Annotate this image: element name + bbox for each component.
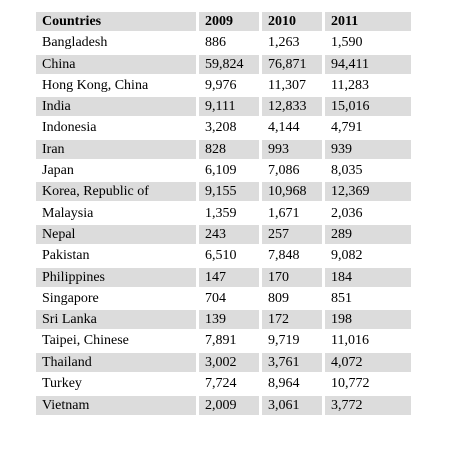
table-row: China 59,824 76,871 94,411: [36, 54, 411, 74]
value-2009-cell: 1,359: [205, 205, 237, 221]
value-2009-cell: 704: [205, 290, 226, 306]
country-cell: India: [36, 97, 196, 117]
value-2009-cell: 3,002: [199, 352, 259, 372]
value-2009-cell: 7,891: [205, 333, 237, 349]
value-2010-cell: 4,144: [268, 120, 300, 136]
header-2009: 2009: [199, 12, 259, 31]
value-2010-cell: 12,833: [262, 97, 322, 117]
country-cell: Bangladesh: [42, 35, 108, 51]
value-2009-cell: 9,111: [199, 97, 259, 117]
country-cell: Iran: [36, 139, 196, 159]
value-2010-cell: 8,964: [268, 376, 300, 392]
value-2010-cell: 257: [262, 224, 322, 244]
country-cell: Sri Lanka: [36, 310, 196, 330]
value-2010-cell: 10,968: [262, 182, 322, 202]
country-cell: Taipei, Chinese: [42, 333, 129, 349]
value-2010-cell: 9,719: [268, 333, 300, 349]
value-2011-cell: 8,035: [331, 163, 363, 179]
value-2010-cell: 7,086: [268, 163, 300, 179]
value-2009-cell: 9,155: [199, 182, 259, 202]
value-2011-cell: 198: [325, 310, 411, 330]
table-row: Bangladesh 886 1,263 1,590: [36, 33, 411, 52]
table-row: Sri Lanka 139 172 198: [36, 310, 411, 330]
country-cell: Korea, Republic of: [36, 182, 196, 202]
table-row: India 9,111 12,833 15,016: [36, 97, 411, 117]
country-cell: Japan: [42, 163, 74, 179]
value-2009-cell: 886: [205, 35, 226, 51]
value-2009-cell: 59,824: [199, 54, 259, 74]
table-row: Nepal 243 257 289: [36, 224, 411, 244]
value-2009-cell: 243: [199, 224, 259, 244]
value-2011-cell: 851: [331, 290, 352, 306]
table-row: Japan 6,109 7,086 8,035: [36, 161, 411, 180]
table-row: Thailand 3,002 3,761 4,072: [36, 352, 411, 372]
value-2009-cell: 7,724: [205, 376, 237, 392]
value-2010-cell: 11,307: [268, 77, 306, 93]
value-2010-cell: 7,848: [268, 248, 300, 264]
table-row: Turkey 7,724 8,964 10,772: [36, 374, 411, 393]
country-cell: Nepal: [36, 224, 196, 244]
value-2010-cell: 1,263: [268, 35, 300, 51]
value-2011-cell: 12,369: [325, 182, 411, 202]
header-countries: Countries: [36, 12, 196, 31]
value-2010-cell: 1,671: [268, 205, 300, 221]
value-2011-cell: 939: [325, 139, 411, 159]
country-cell: China: [36, 54, 196, 74]
table-row: Vietnam 2,009 3,061 3,772: [36, 396, 411, 416]
table-row: Korea, Republic of 9,155 10,968 12,369: [36, 182, 411, 202]
table-row: Indonesia 3,208 4,144 4,791: [36, 118, 411, 137]
value-2009-cell: 3,208: [205, 120, 237, 136]
value-2009-cell: 2,009: [199, 396, 259, 416]
header-2011: 2011: [325, 12, 411, 31]
table-row: Pakistan 6,510 7,848 9,082: [36, 246, 411, 265]
table-row: Iran 828 993 939: [36, 139, 411, 159]
table-row: Malaysia 1,359 1,671 2,036: [36, 204, 411, 223]
value-2010-cell: 170: [262, 267, 322, 287]
value-2010-cell: 993: [262, 139, 322, 159]
value-2011-cell: 11,016: [331, 333, 369, 349]
value-2009-cell: 828: [199, 139, 259, 159]
value-2011-cell: 11,283: [331, 77, 369, 93]
country-cell: Singapore: [42, 290, 99, 306]
table-row: Taipei, Chinese 7,891 9,719 11,016: [36, 331, 411, 350]
value-2011-cell: 9,082: [331, 248, 363, 264]
value-2011-cell: 4,791: [331, 120, 363, 136]
country-cell: Vietnam: [36, 396, 196, 416]
value-2011-cell: 1,590: [331, 35, 363, 51]
value-2009-cell: 139: [199, 310, 259, 330]
country-cell: Indonesia: [42, 120, 97, 136]
country-cell: Turkey: [42, 376, 82, 392]
value-2009-cell: 6,510: [205, 248, 237, 264]
value-2009-cell: 6,109: [205, 163, 237, 179]
country-cell: Philippines: [36, 267, 196, 287]
value-2009-cell: 147: [199, 267, 259, 287]
country-cell: Malaysia: [42, 205, 94, 221]
data-table: Countries 2009 2010 2011 Bangladesh 886 …: [36, 12, 411, 417]
value-2010-cell: 3,061: [262, 396, 322, 416]
table-row: Singapore 704 809 851: [36, 289, 411, 308]
value-2010-cell: 3,761: [262, 352, 322, 372]
country-cell: Thailand: [36, 352, 196, 372]
value-2011-cell: 2,036: [331, 205, 363, 221]
value-2011-cell: 184: [325, 267, 411, 287]
country-cell: Pakistan: [42, 248, 90, 264]
table-header-row: Countries 2009 2010 2011: [36, 12, 411, 31]
table-row: Hong Kong, China 9,976 11,307 11,283: [36, 76, 411, 95]
country-cell: Hong Kong, China: [42, 77, 149, 93]
header-2010: 2010: [262, 12, 322, 31]
table-row: Philippines 147 170 184: [36, 267, 411, 287]
value-2011-cell: 4,072: [325, 352, 411, 372]
value-2011-cell: 10,772: [331, 376, 370, 392]
value-2011-cell: 94,411: [325, 54, 411, 74]
value-2011-cell: 289: [325, 224, 411, 244]
value-2009-cell: 9,976: [205, 77, 237, 93]
value-2010-cell: 809: [268, 290, 289, 306]
value-2011-cell: 15,016: [325, 97, 411, 117]
value-2011-cell: 3,772: [325, 396, 411, 416]
value-2010-cell: 172: [262, 310, 322, 330]
value-2010-cell: 76,871: [262, 54, 322, 74]
